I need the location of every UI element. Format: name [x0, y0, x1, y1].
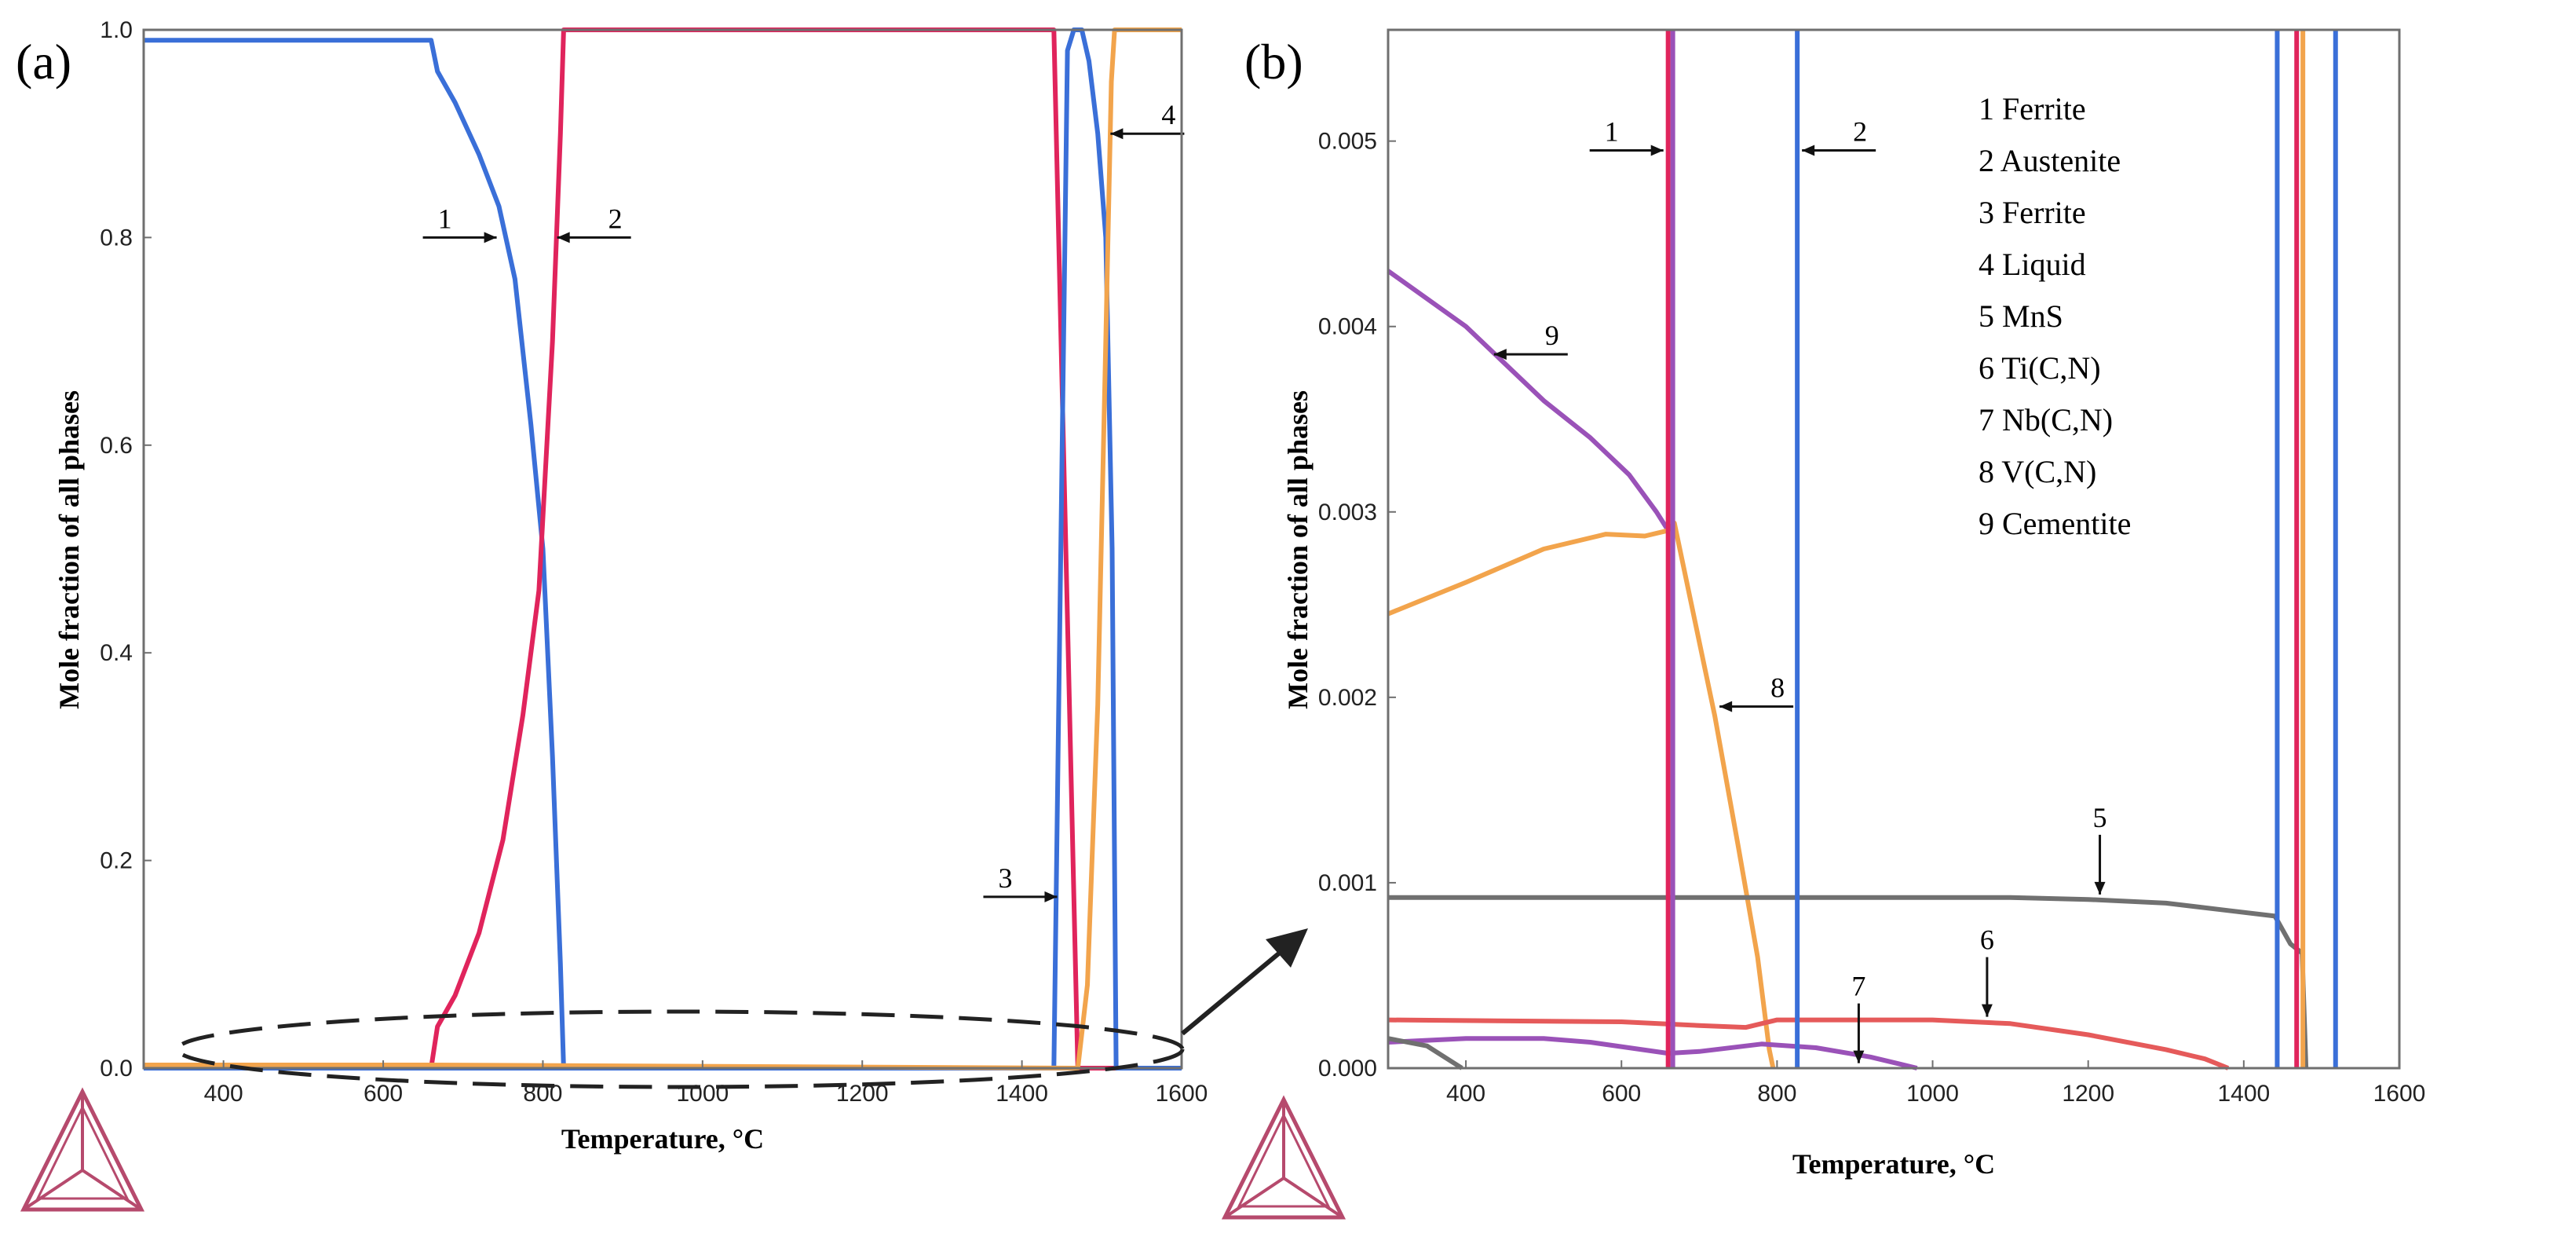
chart-a-xtick-label: 1000 — [676, 1081, 729, 1107]
chart-a-ytick-label: 1.0 — [100, 17, 133, 43]
chart-b-callout-2-arrow-head — [1802, 145, 1815, 156]
chart-b-xtick-label: 1600 — [2373, 1081, 2426, 1107]
chart-a-callout-4: 4 — [1161, 99, 1175, 130]
legend-entry: 9 Cementite — [1979, 506, 2131, 541]
zoom-arrowhead — [1266, 928, 1308, 968]
chart-a-xlabel: Temperature, °C — [561, 1123, 764, 1155]
chart-b: 1 2 9 8 5 7 6 400 600 800 1000 1200 1400 1600 0.000 0.… — [1282, 28, 2426, 1180]
legend-entry: 3 Ferrite — [1979, 195, 2086, 230]
chart-a-xtick-label: 1600 — [1156, 1081, 1208, 1107]
chart-a-callout-2: 2 — [608, 203, 623, 234]
chart-b-callout-5: 5 — [2093, 802, 2107, 833]
chart-a-callout-4-arrow-head — [1110, 128, 1124, 140]
panel-a-label: (a) — [16, 34, 71, 90]
chart-b-series-cementite-line — [1387, 269, 1671, 533]
chart-b-series-cementite-tail-line — [1387, 1036, 1463, 1071]
chart-a-series-liquid-line — [144, 27, 1182, 1071]
chart-a: 1 234 400 600 800 1000 1200 1400 16000.00.20.40… — [53, 17, 1208, 1155]
legend-entry: 1 Ferrite — [1979, 91, 2086, 126]
chart-b-xlabel: Temperature, °C — [1792, 1148, 1995, 1180]
legend-entry: 8 V(C,N) — [1979, 454, 2096, 489]
chart-b-callout-6-arrow-head — [1981, 1004, 1993, 1017]
chart-b-callout-9-arrow-head — [1493, 349, 1507, 360]
chart-b-series-mns-line — [1388, 895, 2309, 1069]
chart-a-ytick-label: 0.8 — [100, 225, 133, 251]
chart-b-ylabel: Mole fraction of all phases — [1282, 390, 1314, 709]
chart-a-series-austenite-line — [144, 27, 1182, 1071]
chart-b-ytick-label: 0.001 — [1318, 870, 1377, 896]
panel-b-label: (b) — [1244, 34, 1303, 90]
chart-b-ytick-label: 0.004 — [1318, 314, 1377, 340]
chart-b-callout-5-arrow-head — [2094, 881, 2106, 895]
chart-b-ytick-label: 0.005 — [1318, 129, 1377, 155]
chart-b-callout-1: 1 — [1605, 115, 1619, 147]
chart-b-xtick-label: 400 — [1446, 1081, 1485, 1107]
chart-b-ytick-label: 0.003 — [1318, 500, 1377, 525]
chart-b-callout-6: 6 — [1980, 924, 1994, 956]
chart-a-frame — [142, 28, 1183, 1070]
chart-a-ylabel: Mole fraction of all phases — [53, 390, 85, 709]
chart-a-xtick-label: 1400 — [996, 1081, 1048, 1107]
zoom-arrow — [1181, 946, 1286, 1036]
zoom-region-ellipse — [175, 1009, 1185, 1089]
chart-b-callout-7-arrow-head — [1853, 1050, 1865, 1063]
legend-entry: 7 Nb(C,N) — [1979, 402, 2113, 437]
chart-b-callout-8: 8 — [1770, 672, 1785, 704]
chart-b-series-nb-c-n-line — [1387, 1036, 1918, 1071]
chart-b-series-v-c-n-line — [1387, 520, 1776, 1069]
chart-b-legend: 1 Ferrite 2 Austenite 3 Ferrite 4 Liquid 5 M… — [1979, 91, 2131, 541]
chart-a-callout-1: 1 — [438, 203, 452, 234]
chart-a-ytick-label: 0.4 — [100, 640, 133, 666]
chart-a-callout-1-arrow-head — [484, 232, 497, 243]
chart-b-xtick-label: 800 — [1757, 1081, 1796, 1107]
chart-a-series-ferrite-delta-line — [144, 27, 1182, 1071]
software-logo-a — [20, 1087, 145, 1212]
chart-a-callout-3-arrow-head — [1044, 891, 1058, 902]
chart-b-xtick-label: 1200 — [2062, 1081, 2114, 1107]
chart-a-xtick-label: 400 — [204, 1081, 243, 1107]
chart-b-callout-2: 2 — [1853, 115, 1867, 147]
chart-b-callout-1-arrow-head — [1650, 145, 1664, 156]
legend-entry: 6 Ti(C,N) — [1979, 350, 2101, 386]
chart-b-callout-7: 7 — [1851, 971, 1865, 1002]
chart-b-ytick-label: 0.002 — [1318, 685, 1377, 711]
chart-b-xtick-label: 600 — [1602, 1081, 1641, 1107]
chart-b-callout-9: 9 — [1545, 320, 1559, 351]
chart-b-xtick-label: 1000 — [1906, 1081, 1959, 1107]
legend-entry: 4 Liquid — [1979, 247, 2086, 282]
chart-a-xtick-label: 600 — [364, 1081, 403, 1107]
chart-b-xtick-label: 1400 — [2217, 1081, 2270, 1107]
legend-entry: 5 MnS — [1979, 298, 2063, 334]
zoom-annotation — [175, 928, 1308, 1089]
chart-b-frame — [1387, 28, 2401, 1070]
chart-a-ytick-label: 0.0 — [100, 1056, 133, 1081]
chart-a-callout-2-arrow-head — [557, 232, 570, 243]
chart-a-callout-3: 3 — [998, 862, 1012, 894]
chart-a-ytick-label: 0.2 — [100, 848, 133, 874]
legend-entry: 2 Austenite — [1979, 143, 2121, 178]
chart-b-series-ti-c-n-line — [1387, 1017, 2230, 1071]
software-logo-b — [1221, 1095, 1346, 1220]
chart-a-ytick-label: 0.6 — [100, 433, 133, 459]
chart-b-ytick-label: 0.000 — [1318, 1056, 1377, 1081]
chart-a-series-ferrite-line — [144, 38, 1182, 1071]
chart-b-callout-8-arrow-head — [1719, 701, 1733, 712]
